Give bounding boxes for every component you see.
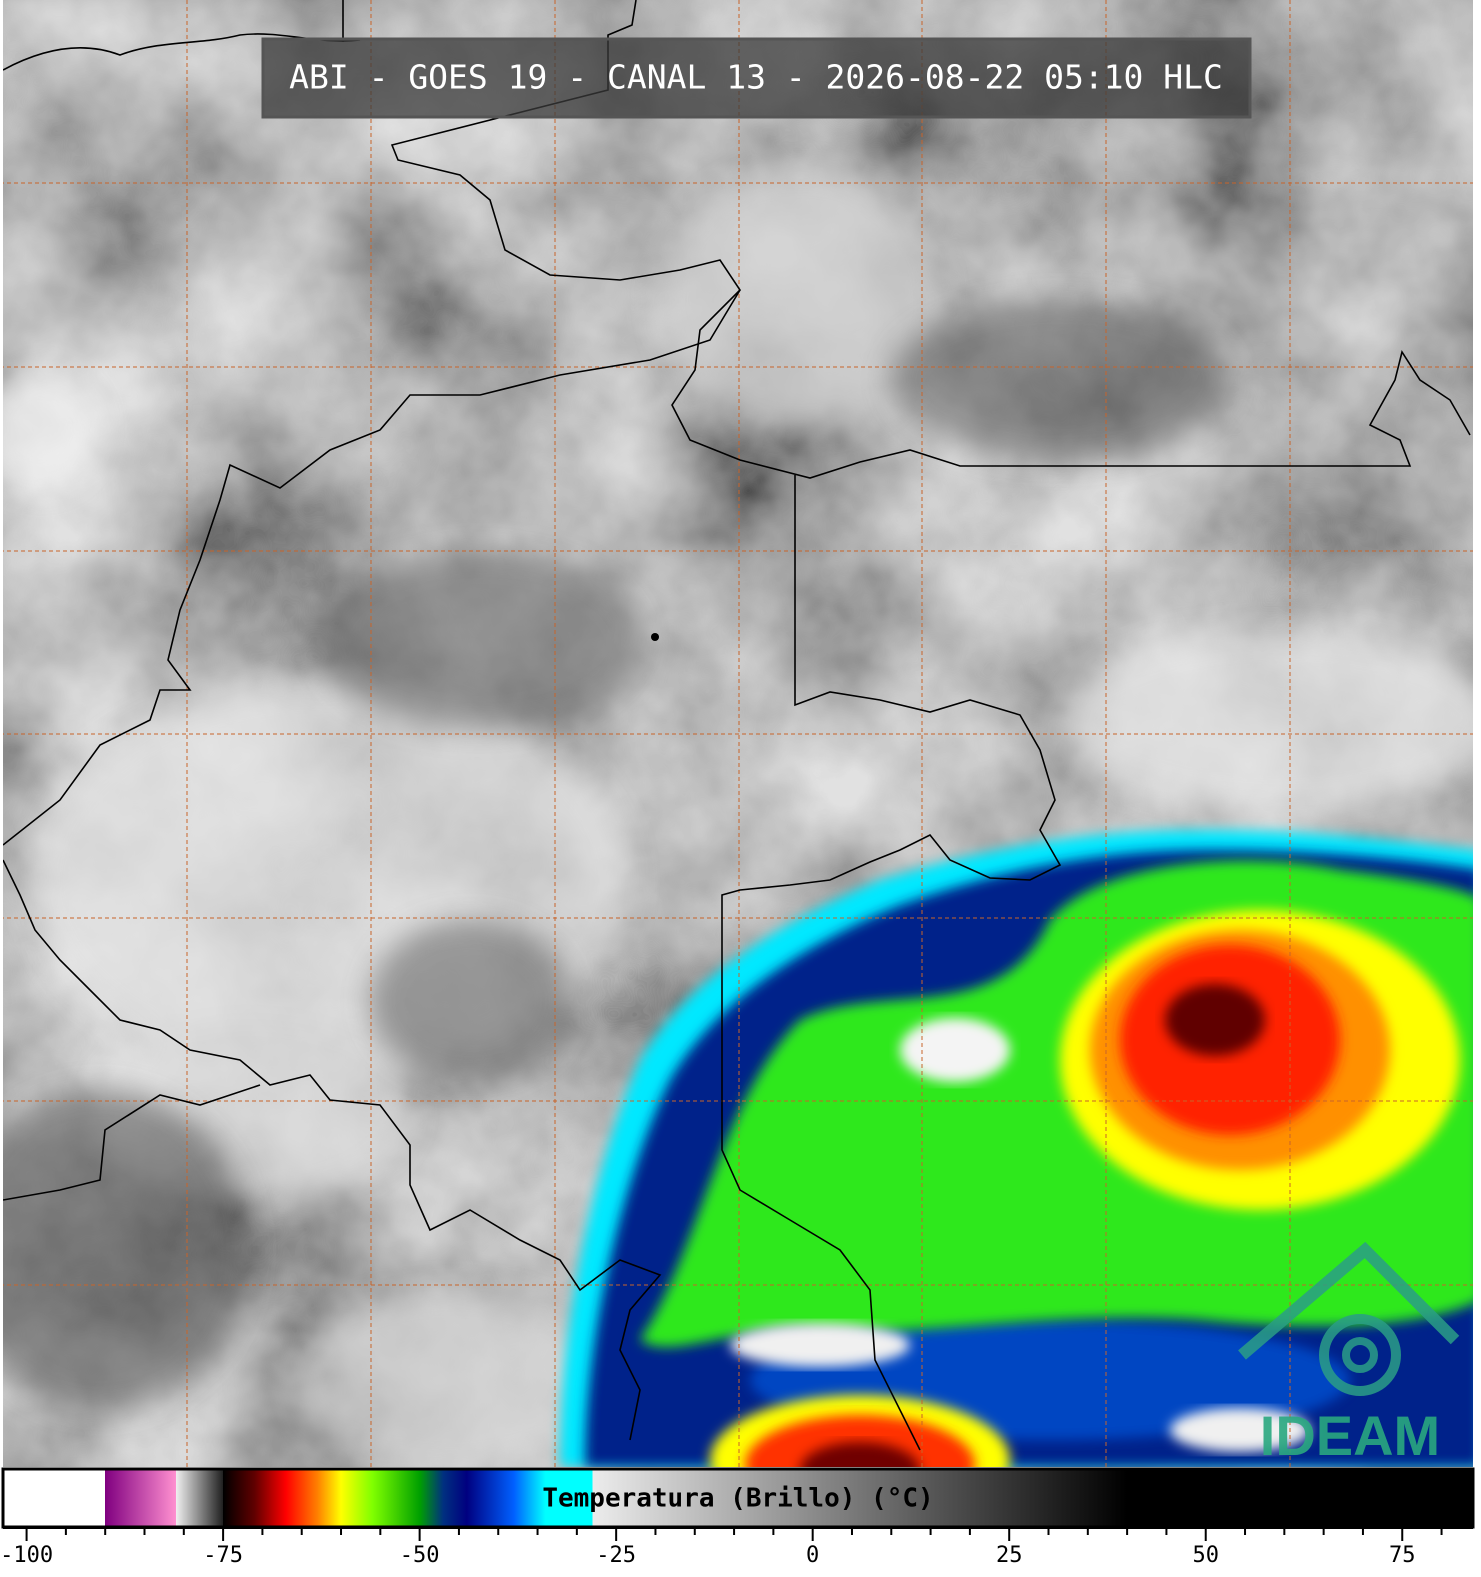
tick-label: -75 [203,1543,243,1568]
tick-label: 0 [806,1543,819,1568]
city-marker [651,633,659,641]
geo-grid [3,0,1473,1467]
tick-label: 75 [1389,1543,1416,1568]
tick-label: 50 [1192,1543,1219,1568]
storm [560,830,1473,1467]
colorbar-title: Temperatura (Brillo) (°C) [542,1484,933,1514]
logo: IDEAM [1238,1241,1460,1467]
title-box [261,37,1252,119]
tick-label: -100 [0,1543,53,1568]
tick-label: 25 [996,1543,1023,1568]
tick-label: -25 [596,1543,636,1568]
colorbar: Temperatura (Brillo) (°C) -100 -75 -50 -25 0… [0,1467,1475,1568]
bright-clouds [3,170,1473,1467]
tick-label: -50 [400,1543,440,1568]
logo-text: IDEAM [1260,1404,1440,1467]
satellite-image: IDEAM [3,0,1473,1467]
dark-clouds [3,300,1230,1410]
borders [3,0,1471,1451]
title: ABI - GOES 19 - CANAL 13 - 2026-08-22 05… [289,58,1223,97]
